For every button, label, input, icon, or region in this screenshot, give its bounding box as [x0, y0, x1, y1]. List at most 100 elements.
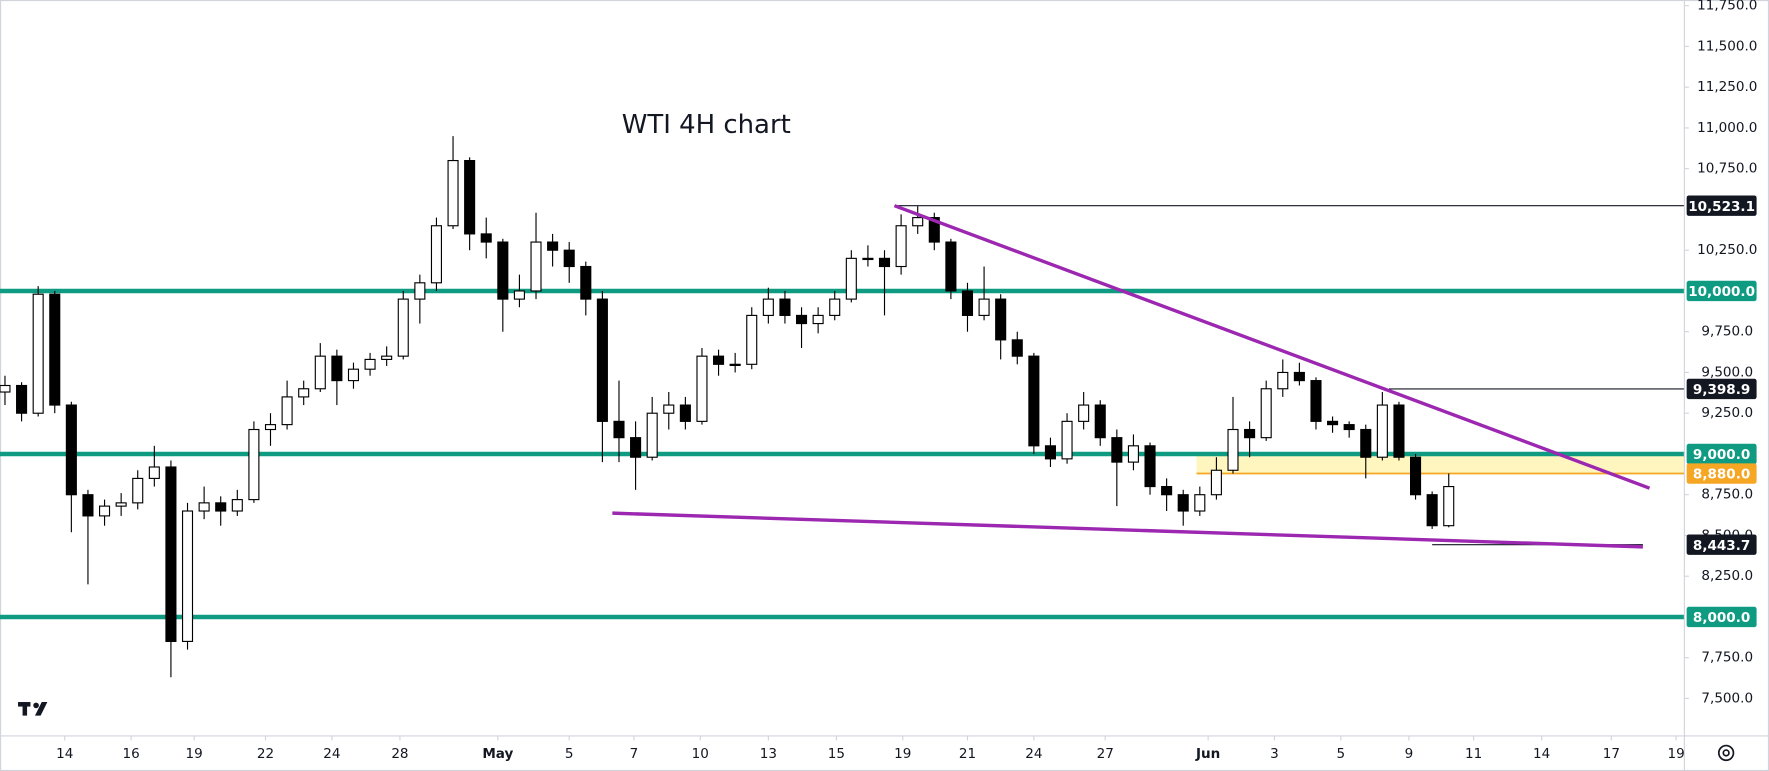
candle-body [530, 241, 542, 292]
y-tick-label: 10,250.0 [1697, 242, 1757, 258]
level-label-text: 10,000.0 [1688, 284, 1755, 300]
candle-body [132, 477, 144, 504]
x-tick-label: 21 [959, 746, 976, 762]
candle-body [613, 420, 625, 439]
tradingview-logo [18, 702, 48, 716]
x-tick-label: 16 [122, 746, 139, 762]
candle-body [364, 358, 376, 370]
candle-body [812, 314, 824, 325]
candle-body [563, 249, 575, 268]
y-tick-label: 7,750.0 [1701, 650, 1753, 666]
x-tick-label: 22 [257, 746, 274, 762]
y-tick-label: 7,500.0 [1701, 690, 1753, 706]
candle-body [1410, 456, 1422, 496]
candle-body [779, 298, 791, 316]
candle-body [829, 298, 841, 316]
price-label [1686, 195, 1757, 216]
y-tick-label: 9,750.0 [1701, 324, 1753, 340]
x-tick-label: Jun [1195, 746, 1220, 762]
candle-body [215, 502, 227, 512]
price-label-text: 10,523.1 [1688, 199, 1755, 215]
candle-body [1376, 404, 1388, 458]
candle-body [795, 314, 808, 325]
candle-body [1061, 420, 1073, 460]
candle-body [32, 293, 44, 414]
x-tick-label: 11 [1465, 746, 1482, 762]
candle-body [298, 388, 310, 398]
price-label-text: 9,398.9 [1693, 382, 1750, 398]
y-tick-label: 11,500.0 [1697, 38, 1757, 54]
candle-body [961, 290, 974, 316]
candle-body [1078, 404, 1090, 422]
support-zone [1196, 453, 1685, 474]
candle-body [430, 225, 442, 284]
candle-body [1393, 404, 1405, 458]
candle-body [912, 217, 924, 227]
candle-body [1244, 428, 1256, 439]
candle-body [347, 368, 360, 382]
candle-body [464, 159, 476, 235]
candle-body [1011, 339, 1023, 357]
candle-body [1194, 494, 1206, 512]
y-tick-label: 8,250.0 [1701, 568, 1753, 584]
candle-body [513, 290, 525, 300]
candle-body [1293, 371, 1305, 382]
candle-body [547, 241, 559, 251]
x-tick-label: 19 [186, 746, 203, 762]
candle-body [248, 428, 260, 501]
candle-body [16, 384, 28, 414]
x-tick-label: 7 [630, 746, 639, 762]
candle-body [1094, 404, 1106, 439]
chart-title: WTI 4H chart [622, 110, 791, 140]
candle-body [995, 298, 1007, 341]
candle-body [1260, 388, 1272, 439]
candle-body [630, 437, 642, 458]
x-tick-label: 13 [760, 746, 777, 762]
candle-body [1044, 445, 1057, 460]
candle-body [978, 298, 990, 316]
x-tick-label: 19 [894, 746, 911, 762]
candle-body [497, 241, 509, 300]
candle-body [447, 159, 459, 227]
candle-body [596, 298, 608, 422]
candle-body [414, 282, 426, 300]
level-label [1686, 280, 1757, 302]
x-tick-label: 14 [56, 746, 73, 762]
candle-body [1343, 424, 1355, 431]
candle-body [1327, 420, 1339, 426]
y-tick-label: 11,250.0 [1697, 79, 1757, 95]
candle-body [713, 355, 725, 365]
candle-body [746, 314, 758, 365]
candle-body [663, 404, 675, 414]
plot-area [0, 136, 1685, 678]
candle-body [397, 298, 409, 357]
candle-body [1443, 485, 1455, 527]
trendline [612, 511, 1643, 549]
candle-body [945, 241, 957, 292]
candle-body [65, 404, 77, 496]
y-tick-label: 8,750.0 [1701, 487, 1753, 503]
y-tick-label: 11,000.0 [1697, 120, 1757, 136]
candle-body [49, 293, 61, 406]
candle-body [480, 233, 492, 243]
y-tick-label: 9,500.0 [1701, 364, 1753, 380]
candle-body [198, 502, 210, 512]
y-tick-label: 10,750.0 [1697, 161, 1757, 177]
candle-body [231, 499, 243, 512]
zone-price-label [1686, 463, 1757, 484]
candle-body [928, 217, 940, 243]
candle-body [646, 412, 658, 458]
candle-body [679, 404, 691, 422]
axes: 11,750.0 11,500.0 11,250.0 11,000.0 10,750.0… [56, 0, 1757, 762]
settings-icon[interactable] [1717, 744, 1735, 762]
x-tick-label: 27 [1097, 746, 1114, 762]
candle-body [1111, 437, 1123, 463]
candle-body [580, 265, 592, 300]
x-tick-label: 15 [828, 746, 845, 762]
candle-body [696, 355, 708, 422]
level-label [1686, 606, 1757, 628]
candle-body [99, 505, 111, 517]
